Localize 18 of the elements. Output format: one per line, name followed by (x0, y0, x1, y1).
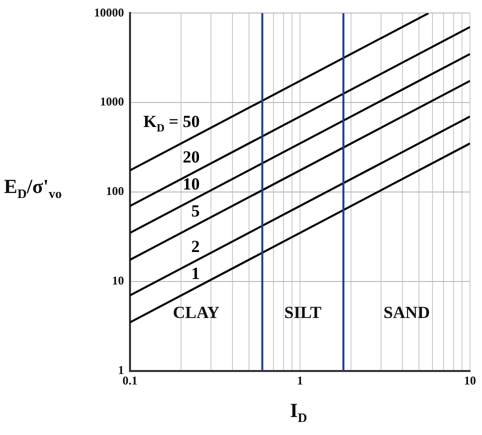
x-tick-label: 0.1 (122, 373, 138, 388)
y-tick-label: 10 (112, 274, 124, 288)
series-label: 20 (182, 148, 200, 167)
annotation: CLAY (172, 303, 220, 322)
y-tick-label: 1 (118, 363, 124, 378)
series-label: 10 (182, 174, 200, 194)
y-axis-title: E$_{D}$/σ'$_{vo}$ (4, 176, 62, 202)
x-tick-label: 1 (297, 373, 303, 388)
x-tick-label: 10 (464, 373, 476, 388)
series-label: 5 (191, 202, 200, 221)
x-axis-title: I$_{D}$ (290, 400, 308, 426)
annotation: SAND (384, 303, 430, 322)
series-label: 1 (191, 264, 200, 284)
series-label: 2 (191, 237, 200, 256)
y-tick-label: 10000 (94, 5, 124, 20)
y-tick-label: 1000 (100, 94, 124, 109)
annotation: SILT (284, 303, 322, 322)
y-tick-label: 100 (106, 184, 124, 198)
